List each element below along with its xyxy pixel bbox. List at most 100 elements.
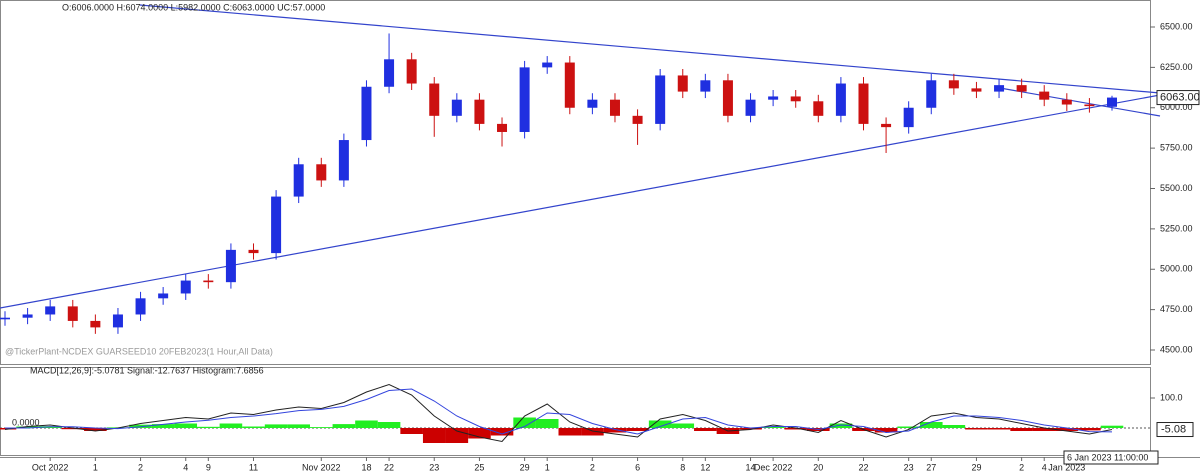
histogram-bar	[784, 428, 808, 430]
candle-body	[0, 317, 10, 320]
histogram-bar	[987, 428, 1011, 430]
x-tick-label: 20	[813, 462, 823, 472]
candle-body	[835, 83, 846, 116]
x-tick-label: 29	[971, 462, 981, 472]
x-tick-label: 11	[249, 462, 258, 472]
candle-body	[971, 88, 982, 92]
y-tick-label: 4500.00	[1160, 344, 1193, 354]
histogram-bar	[197, 426, 220, 428]
candle-body	[135, 298, 146, 315]
candle-body	[384, 59, 395, 87]
candle-body	[768, 96, 779, 100]
candle-body	[903, 107, 914, 128]
candle-body	[158, 293, 169, 299]
candle-body	[813, 101, 824, 116]
zero-label: 0.0000	[12, 417, 40, 427]
price-tag-box	[1156, 90, 1200, 106]
histogram-bar	[513, 417, 536, 428]
histogram-bar	[919, 422, 943, 428]
x-tick-label: 4	[1042, 462, 1047, 472]
histogram-bar	[16, 426, 39, 428]
x-tick-label: 2	[590, 462, 595, 472]
y-tick-label: 5500.00	[1160, 183, 1193, 193]
x-tick-label: 23	[429, 462, 439, 472]
x-tick-label: 12	[700, 462, 710, 472]
histogram-bar	[694, 428, 717, 431]
histogram-bar	[174, 423, 198, 428]
candle-body	[948, 80, 959, 89]
x-tick-label: 1	[545, 462, 550, 472]
histogram-bar	[468, 428, 491, 439]
x-tick-label: 22	[858, 462, 868, 472]
candle-body	[225, 249, 236, 283]
candle-body	[677, 75, 688, 92]
histogram-bar	[965, 428, 988, 430]
candle-body	[316, 164, 327, 181]
histogram-bar	[648, 420, 672, 428]
y-tick-label: 6250.00	[1160, 62, 1193, 72]
y-tick-label: 6000.00	[1160, 102, 1193, 112]
candle-body	[745, 99, 756, 116]
x-tick-label: 14	[746, 462, 756, 472]
price-tag: 6063.00	[1160, 91, 1200, 103]
histogram-bar	[581, 428, 604, 436]
histogram-bar	[61, 428, 85, 430]
candle-body	[1084, 104, 1095, 107]
candle-body	[429, 83, 440, 116]
x-tick-label: 23	[904, 462, 914, 472]
histogram-bar	[739, 428, 762, 430]
x-tick-label: 2	[138, 462, 143, 472]
x-tick-label: 6	[635, 462, 640, 472]
y-tick-label: 6500.00	[1160, 21, 1193, 31]
candle-body	[587, 99, 598, 108]
x-tick-label: 9	[206, 462, 211, 472]
histogram-bar	[400, 428, 423, 434]
candle-body	[700, 80, 711, 92]
histogram-bar	[1100, 425, 1124, 428]
histogram-bar	[355, 420, 378, 428]
candle-body	[45, 306, 56, 315]
x-tick-label: 8	[680, 462, 685, 472]
trend-line	[0, 94, 1161, 309]
watermark: @TickerPlant-NCDEX GUARSEED10 20FEB2023(…	[5, 346, 273, 356]
histogram-bar	[761, 426, 785, 428]
x-tick-label: 2	[1019, 462, 1024, 472]
x-tick-label: 25	[474, 462, 484, 472]
candle-body	[248, 249, 259, 254]
time-tag: 6 Jan 2023 11:00:00	[1067, 452, 1148, 462]
x-tick-label: 22	[384, 462, 394, 472]
histogram-bar	[626, 428, 649, 431]
candle-body	[451, 99, 462, 116]
candle-body	[497, 123, 508, 132]
x-tick-label: 18	[361, 462, 371, 472]
y-tick-label: 5000.00	[1160, 264, 1193, 274]
candle-body	[22, 314, 33, 318]
candle-body	[542, 62, 553, 68]
trend-line	[139, 4, 1161, 94]
candle-body	[609, 99, 620, 116]
x-tick-label: Oct 2022	[32, 462, 69, 472]
macd-tag-box	[1156, 422, 1194, 438]
candle-body	[858, 83, 869, 124]
x-tick-label: Dec 2022	[754, 462, 793, 472]
candle-body	[519, 67, 530, 132]
histogram-bar	[558, 428, 582, 436]
candle-body	[180, 280, 191, 294]
candle-body	[1039, 91, 1050, 100]
macd-line	[4, 383, 1113, 443]
histogram-bar	[897, 426, 920, 428]
candle-body	[406, 59, 417, 84]
candle-body	[293, 164, 304, 197]
candle-body	[90, 320, 101, 328]
histogram-bar	[84, 428, 107, 431]
candle-body	[361, 86, 372, 141]
histogram-bar	[829, 423, 853, 428]
histogram-bar	[535, 419, 559, 428]
x-tick-label: 1	[93, 462, 98, 472]
y-tick-label: 100.0	[1160, 392, 1183, 402]
signal-line	[5, 388, 1113, 435]
histogram-bar	[1032, 428, 1056, 431]
histogram-bar	[942, 425, 966, 428]
histogram-bar	[151, 424, 175, 428]
